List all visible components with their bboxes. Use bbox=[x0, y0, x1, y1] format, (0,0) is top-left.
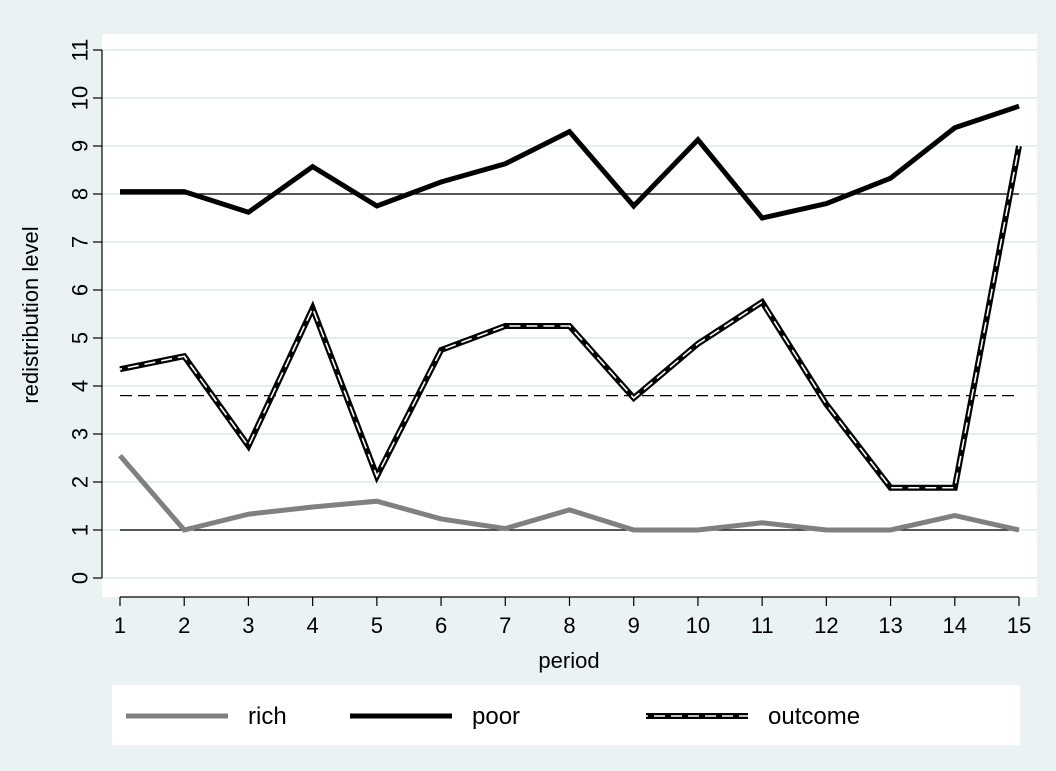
y-tick-label: 2 bbox=[68, 476, 93, 488]
y-tick-label: 11 bbox=[68, 39, 93, 62]
x-tick-label: 13 bbox=[878, 613, 902, 638]
x-tick-label: 9 bbox=[628, 613, 640, 638]
x-axis-title: period bbox=[538, 648, 599, 673]
x-tick-label: 3 bbox=[242, 613, 254, 638]
series-line-outcome-dashes bbox=[119, 145, 1020, 489]
x-tick-label: 2 bbox=[178, 613, 190, 638]
x-tick-label: 5 bbox=[371, 613, 383, 638]
y-tick-label: 7 bbox=[68, 236, 93, 248]
y-tick-label: 0 bbox=[68, 572, 93, 584]
legend-label-outcome: outcome bbox=[768, 703, 860, 730]
x-tick-label: 15 bbox=[1007, 613, 1031, 638]
legend-label-rich: rich bbox=[248, 703, 287, 730]
y-tick-label: 1 bbox=[68, 524, 93, 536]
series-lines bbox=[118, 103, 1022, 533]
y-tick-label: 4 bbox=[68, 380, 93, 392]
y-tick-label: 9 bbox=[68, 140, 93, 152]
legend-label-poor: poor bbox=[472, 703, 520, 730]
x-tick-label: 1 bbox=[114, 613, 126, 638]
y-tick-label: 3 bbox=[68, 428, 93, 440]
y-axis-title: redistribution level bbox=[18, 226, 43, 403]
legend-box bbox=[112, 685, 1020, 745]
x-tick-label: 6 bbox=[435, 613, 447, 638]
plot-area bbox=[102, 34, 1037, 597]
x-tick-label: 12 bbox=[814, 613, 838, 638]
legend: rich poor outcome bbox=[126, 703, 860, 730]
y-tick-label: 6 bbox=[68, 284, 93, 296]
x-tick-label: 8 bbox=[563, 613, 575, 638]
y-tick-label: 8 bbox=[68, 188, 93, 200]
y-tick-label: 10 bbox=[68, 86, 93, 110]
x-tick-label: 7 bbox=[499, 613, 511, 638]
x-tick-label: 10 bbox=[686, 613, 710, 638]
x-tick-label: 14 bbox=[943, 613, 967, 638]
series-line-rich bbox=[118, 453, 1020, 533]
x-tick-label: 4 bbox=[307, 613, 319, 638]
series-line-poor bbox=[120, 103, 1020, 221]
x-tick-label: 11 bbox=[751, 613, 774, 638]
y-tick-label: 5 bbox=[68, 332, 93, 344]
